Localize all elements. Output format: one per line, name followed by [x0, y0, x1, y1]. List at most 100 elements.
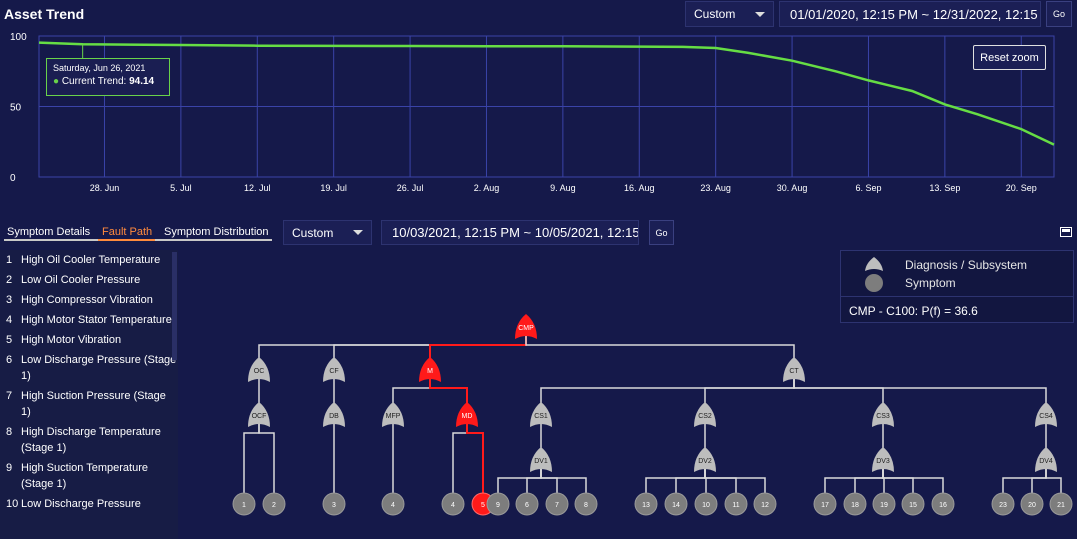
- symptom-list-item[interactable]: 4 High Motor Stator Temperature: [0, 310, 178, 330]
- symptom-node-label: 15: [909, 502, 917, 509]
- symptom-list-item[interactable]: 2 Low Oil Cooler Pressure: [0, 270, 178, 290]
- fault-tree-edge: [540, 469, 587, 494]
- tab-symptom-distribution[interactable]: Symptom Distribution: [164, 226, 269, 238]
- gate-node-dv2[interactable]: DV2: [694, 447, 716, 472]
- symptom-label: Low Discharge Pressure: [21, 498, 141, 510]
- symptom-node[interactable]: 20: [1020, 492, 1044, 516]
- fault-tree-edge: [466, 424, 484, 494]
- symptom-node[interactable]: 4: [441, 492, 465, 516]
- symptom-node[interactable]: 4: [381, 492, 405, 516]
- symptom-node[interactable]: 11: [724, 492, 748, 516]
- symptom-number: 10: [6, 498, 19, 510]
- symptom-node[interactable]: 21: [1049, 492, 1073, 516]
- lower-go-button[interactable]: Go: [649, 220, 674, 245]
- symptom-node[interactable]: 13: [634, 492, 658, 516]
- gate-node-oc[interactable]: OC: [248, 357, 270, 382]
- fault-tree-edge: [882, 469, 944, 494]
- symptom-list-item[interactable]: 1 High Oil Cooler Temperature: [0, 250, 178, 270]
- gate-node-dv4[interactable]: DV4: [1035, 447, 1057, 472]
- symptom-node[interactable]: 10: [694, 492, 718, 516]
- symptom-node[interactable]: 3: [322, 492, 346, 516]
- symptom-list-item[interactable]: 6 Low Discharge Pressure (Stage 1): [0, 350, 178, 386]
- gate-node-ct[interactable]: CT: [783, 357, 805, 382]
- range-select-value: Custom: [694, 7, 736, 21]
- gate-node-mfp[interactable]: MFP: [382, 402, 404, 427]
- gate-label: CS1: [534, 413, 548, 420]
- gate-label: MFP: [386, 413, 401, 420]
- symptom-node[interactable]: 6: [515, 492, 539, 516]
- symptom-circle-icon: [694, 492, 718, 516]
- gate-node-cs3[interactable]: CS3: [872, 402, 894, 427]
- symptom-list-item[interactable]: 10 Low Discharge Pressure: [0, 494, 178, 514]
- tab-symptom-details[interactable]: Symptom Details: [7, 226, 91, 238]
- symptom-circle-icon: [865, 274, 883, 292]
- symptom-list-item[interactable]: 5 High Motor Vibration: [0, 330, 178, 350]
- symptom-list-item[interactable]: 7 High Suction Pressure (Stage 1): [0, 386, 178, 422]
- lower-range-select[interactable]: Custom: [283, 220, 372, 245]
- tab-fault-path[interactable]: Fault Path: [102, 226, 153, 238]
- symptom-node[interactable]: 18: [843, 492, 867, 516]
- y-tick-label: 100: [10, 32, 27, 43]
- symptom-list[interactable]: 1 High Oil Cooler Temperature 2 Low Oil Coo…: [0, 250, 178, 539]
- symptom-list-item[interactable]: 8 High Discharge Temperature (Stage 1): [0, 422, 178, 458]
- date-range-input[interactable]: 01/01/2020, 12:15 PM ~ 12/31/2022, 12:15: [779, 1, 1041, 27]
- symptom-circle-icon: [931, 492, 955, 516]
- symptom-node[interactable]: 7: [545, 492, 569, 516]
- gate-node-cs1[interactable]: CS1: [530, 402, 552, 427]
- gate-node-md[interactable]: MD: [456, 402, 478, 427]
- symptom-list-item[interactable]: 3 High Compressor Vibration: [0, 290, 178, 310]
- symptom-node[interactable]: 9: [486, 492, 510, 516]
- symptom-node[interactable]: 17: [813, 492, 837, 516]
- symptom-circle-icon: [1049, 492, 1073, 516]
- gate-node-cs2[interactable]: CS2: [694, 402, 716, 427]
- fault-tree-edge: [1031, 469, 1047, 494]
- gate-shape-icon: [323, 357, 345, 382]
- trend-chart[interactable]: 0 50 100 28. Jun 5. Jul 12. Jul 19. Jul 26. Ju…: [0, 28, 1077, 198]
- fault-tree-edge: [1045, 469, 1062, 494]
- gate-node-ocf[interactable]: OCF: [248, 402, 270, 427]
- symptom-list-item[interactable]: 9 High Suction Temperature (Stage 1): [0, 458, 178, 494]
- fault-tree-diagram: CMP OC CF M CT OCF DB MFP MD CS1 CS2 CS3 CS4 DV1 DV2 DV…: [232, 314, 1073, 516]
- fault-tree-edge: [540, 379, 795, 405]
- symptom-node-label: 16: [939, 502, 947, 509]
- symptom-node[interactable]: 12: [753, 492, 777, 516]
- gate-label: DV1: [534, 458, 548, 465]
- gate-node-db[interactable]: DB: [323, 402, 345, 427]
- minimize-icon[interactable]: [1060, 227, 1072, 237]
- gate-shape-icon: [694, 447, 716, 472]
- symptom-node[interactable]: 1: [232, 492, 256, 516]
- gate-shape-icon: [530, 447, 552, 472]
- fault-tree-edge: [854, 469, 884, 494]
- symptom-node[interactable]: 23: [991, 492, 1015, 516]
- list-scrollbar[interactable]: [172, 252, 177, 360]
- symptom-node[interactable]: 15: [901, 492, 925, 516]
- lower-date-range-input[interactable]: 10/03/2021, 12:15 PM ~ 10/05/2021, 12:15: [381, 220, 639, 245]
- symptom-node-label: 6: [525, 502, 529, 509]
- page-title: Asset Trend: [4, 6, 85, 22]
- legend-icons: [865, 257, 883, 292]
- symptom-label: High Discharge Temperature (Stage 1): [21, 426, 161, 454]
- symptom-node[interactable]: 14: [664, 492, 688, 516]
- gate-node-dv1[interactable]: DV1: [530, 447, 552, 472]
- fault-tree-edge: [540, 469, 558, 494]
- gate-node-cmp[interactable]: CMP: [515, 314, 537, 339]
- fault-tree-edge: [1002, 469, 1047, 494]
- x-tick-label: 12. Jul: [244, 183, 271, 193]
- gate-node-dv3[interactable]: DV3: [872, 447, 894, 472]
- symptom-node[interactable]: 16: [931, 492, 955, 516]
- gate-node-m[interactable]: M: [419, 357, 441, 382]
- symptom-label: High Suction Temperature (Stage 1): [21, 462, 148, 490]
- gate-shape-icon: [323, 402, 345, 427]
- gate-label: DB: [329, 413, 339, 420]
- symptom-node[interactable]: 19: [872, 492, 896, 516]
- go-button[interactable]: Go: [1046, 1, 1072, 27]
- x-tick-label: 20. Sep: [1006, 183, 1037, 193]
- reset-zoom-button[interactable]: Reset zoom: [973, 45, 1046, 70]
- range-select[interactable]: Custom: [685, 1, 774, 27]
- gate-label: DV4: [1039, 458, 1053, 465]
- symptom-node[interactable]: 8: [574, 492, 598, 516]
- gate-node-cf[interactable]: CF: [323, 357, 345, 382]
- symptom-node[interactable]: 2: [262, 492, 286, 516]
- gate-node-cs4[interactable]: CS4: [1035, 402, 1057, 427]
- x-tick-label: 19. Jul: [320, 183, 347, 193]
